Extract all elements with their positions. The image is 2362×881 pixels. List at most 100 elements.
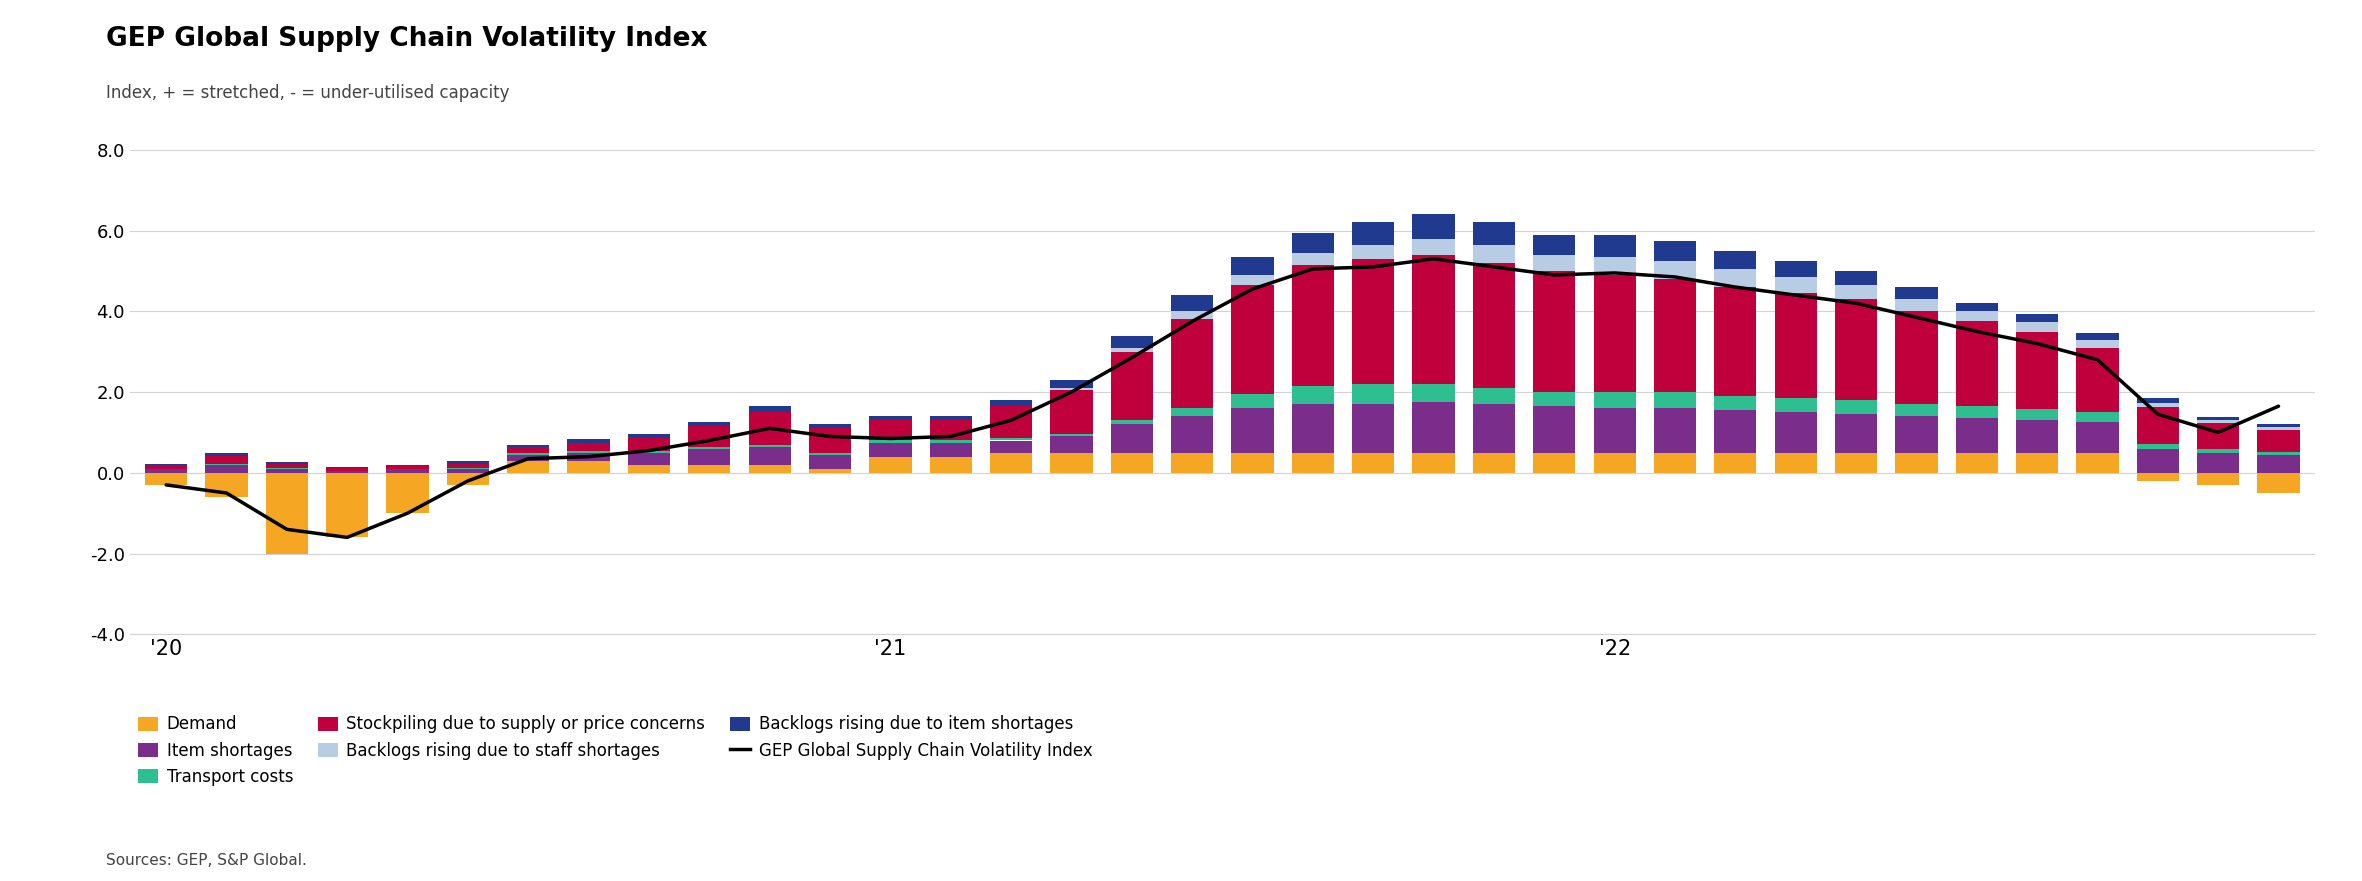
Bar (1533, 406, 1575, 453)
Bar (1474, 453, 1514, 473)
Bar (1653, 392, 1696, 408)
Bar (1351, 259, 1394, 384)
Bar (1051, 453, 1094, 473)
Bar (808, 455, 850, 469)
Bar (326, 467, 368, 468)
Bar (567, 461, 609, 473)
Bar (1412, 239, 1455, 255)
Bar (1835, 285, 1878, 300)
Bar (1110, 453, 1153, 473)
Bar (931, 417, 971, 420)
Bar (508, 455, 550, 461)
Bar (1715, 411, 1757, 453)
Bar (2017, 322, 2057, 332)
Bar (2197, 420, 2239, 423)
Bar (808, 453, 850, 455)
Bar (1594, 453, 1637, 473)
Bar (1351, 404, 1394, 453)
Bar (144, 465, 187, 469)
Bar (1956, 418, 1998, 453)
Bar (567, 450, 609, 453)
Bar (1051, 380, 1094, 388)
Bar (687, 426, 730, 447)
Bar (1292, 404, 1335, 453)
Bar (2197, 417, 2239, 420)
Bar (1956, 311, 1998, 322)
Bar (1956, 406, 1998, 418)
Bar (2017, 315, 2057, 322)
Bar (1474, 223, 1514, 245)
Bar (1231, 256, 1273, 275)
Bar (1412, 214, 1455, 239)
Bar (1774, 398, 1816, 412)
Bar (1474, 263, 1514, 388)
Bar (387, 469, 428, 473)
Bar (508, 461, 550, 473)
Bar (326, 470, 368, 473)
Bar (1474, 245, 1514, 263)
Bar (869, 417, 912, 420)
Bar (1051, 436, 1094, 453)
Bar (1110, 336, 1153, 348)
Text: Sources: GEP, S&P Global.: Sources: GEP, S&P Global. (106, 853, 307, 868)
Bar (508, 445, 550, 448)
Legend: Demand, Item shortages, Transport costs, Stockpiling due to supply or price conc: Demand, Item shortages, Transport costs,… (139, 715, 1091, 786)
Bar (1653, 408, 1696, 453)
Bar (2017, 453, 2057, 473)
Bar (869, 440, 912, 442)
Bar (265, 473, 307, 553)
Bar (687, 465, 730, 473)
Bar (687, 422, 730, 426)
Bar (326, 473, 368, 537)
Bar (1533, 392, 1575, 406)
Bar (628, 434, 671, 439)
Bar (1653, 241, 1696, 261)
Bar (2017, 409, 2057, 420)
Bar (1474, 404, 1514, 453)
Bar (2017, 332, 2057, 409)
Bar (1894, 300, 1937, 311)
Bar (749, 447, 791, 465)
Bar (1956, 322, 1998, 406)
Bar (1110, 348, 1153, 352)
Bar (2138, 444, 2180, 448)
Bar (1172, 408, 1214, 417)
Bar (1653, 261, 1696, 279)
Bar (1594, 234, 1637, 256)
Bar (205, 473, 248, 497)
Bar (1231, 275, 1273, 285)
Bar (749, 445, 791, 447)
Bar (749, 465, 791, 473)
Bar (2138, 473, 2180, 481)
Bar (2258, 424, 2301, 426)
Bar (1292, 386, 1335, 404)
Bar (2197, 423, 2239, 449)
Bar (1231, 394, 1273, 408)
Text: GEP Global Supply Chain Volatility Index: GEP Global Supply Chain Volatility Index (106, 26, 709, 53)
Bar (1653, 279, 1696, 392)
Bar (1835, 453, 1878, 473)
Bar (144, 469, 187, 473)
Bar (628, 439, 671, 450)
Bar (869, 442, 912, 456)
Bar (628, 453, 671, 465)
Bar (1715, 269, 1757, 287)
Bar (1172, 295, 1214, 311)
Bar (1231, 285, 1273, 394)
Bar (1533, 453, 1575, 473)
Bar (1533, 234, 1575, 255)
Bar (2076, 339, 2119, 348)
Bar (1533, 271, 1575, 392)
Bar (1292, 453, 1335, 473)
Bar (808, 469, 850, 473)
Bar (2138, 403, 2180, 407)
Bar (1894, 453, 1937, 473)
Bar (1774, 277, 1816, 293)
Bar (387, 465, 428, 466)
Bar (749, 412, 791, 445)
Bar (628, 465, 671, 473)
Bar (1051, 388, 1094, 390)
Bar (1351, 223, 1394, 245)
Bar (1231, 453, 1273, 473)
Bar (2258, 430, 2301, 452)
